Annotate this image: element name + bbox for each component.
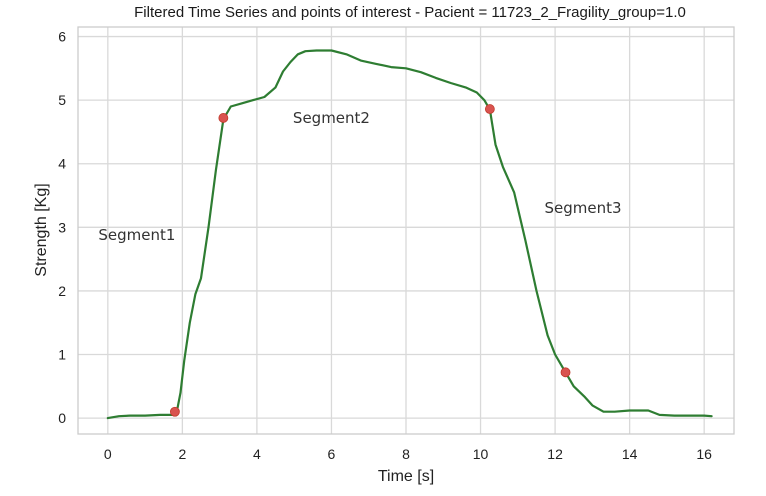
point-of-interest-marker (560, 367, 571, 378)
x-tick-label: 0 (104, 446, 112, 462)
y-tick-label: 6 (58, 29, 66, 45)
y-axis-ticks: 0 1 2 3 4 5 6 (58, 29, 66, 427)
point-of-interest-marker (170, 406, 180, 417)
y-tick-label: 2 (58, 283, 66, 299)
y-tick-label: 5 (58, 92, 66, 108)
plot-frame (77, 26, 735, 435)
y-tick-label: 3 (58, 219, 66, 235)
points-of-interest (170, 104, 571, 417)
segment-label: Segment2 (293, 109, 370, 127)
segment-label: Segment3 (545, 199, 622, 217)
x-tick-label: 6 (328, 446, 336, 462)
x-tick-label: 8 (402, 446, 410, 462)
segment-label: Segment1 (98, 226, 175, 244)
x-tick-label: 2 (178, 446, 186, 462)
annotations: Segment1 Segment2 Segment3 (98, 109, 621, 244)
y-tick-label: 0 (58, 410, 66, 426)
series-layer (106, 49, 713, 420)
point-of-interest-marker (484, 104, 495, 114)
x-tick-label: 14 (622, 446, 638, 462)
chart-title: Filtered Time Series and points of inter… (134, 4, 686, 21)
x-tick-label: 10 (473, 446, 489, 462)
x-axis-ticks: 0 2 4 6 8 10 12 14 16 (104, 446, 712, 462)
x-tick-label: 4 (253, 446, 261, 462)
x-axis-label: Time [s] (378, 468, 434, 485)
strength-series-line (106, 49, 713, 420)
y-tick-label: 1 (58, 347, 66, 363)
x-tick-label: 16 (696, 446, 712, 462)
y-axis-label: Strength [Kg] (33, 183, 50, 276)
y-tick-label: 4 (58, 156, 66, 172)
point-of-interest-marker (218, 113, 229, 123)
x-tick-label: 12 (547, 446, 563, 462)
grid (78, 27, 734, 434)
